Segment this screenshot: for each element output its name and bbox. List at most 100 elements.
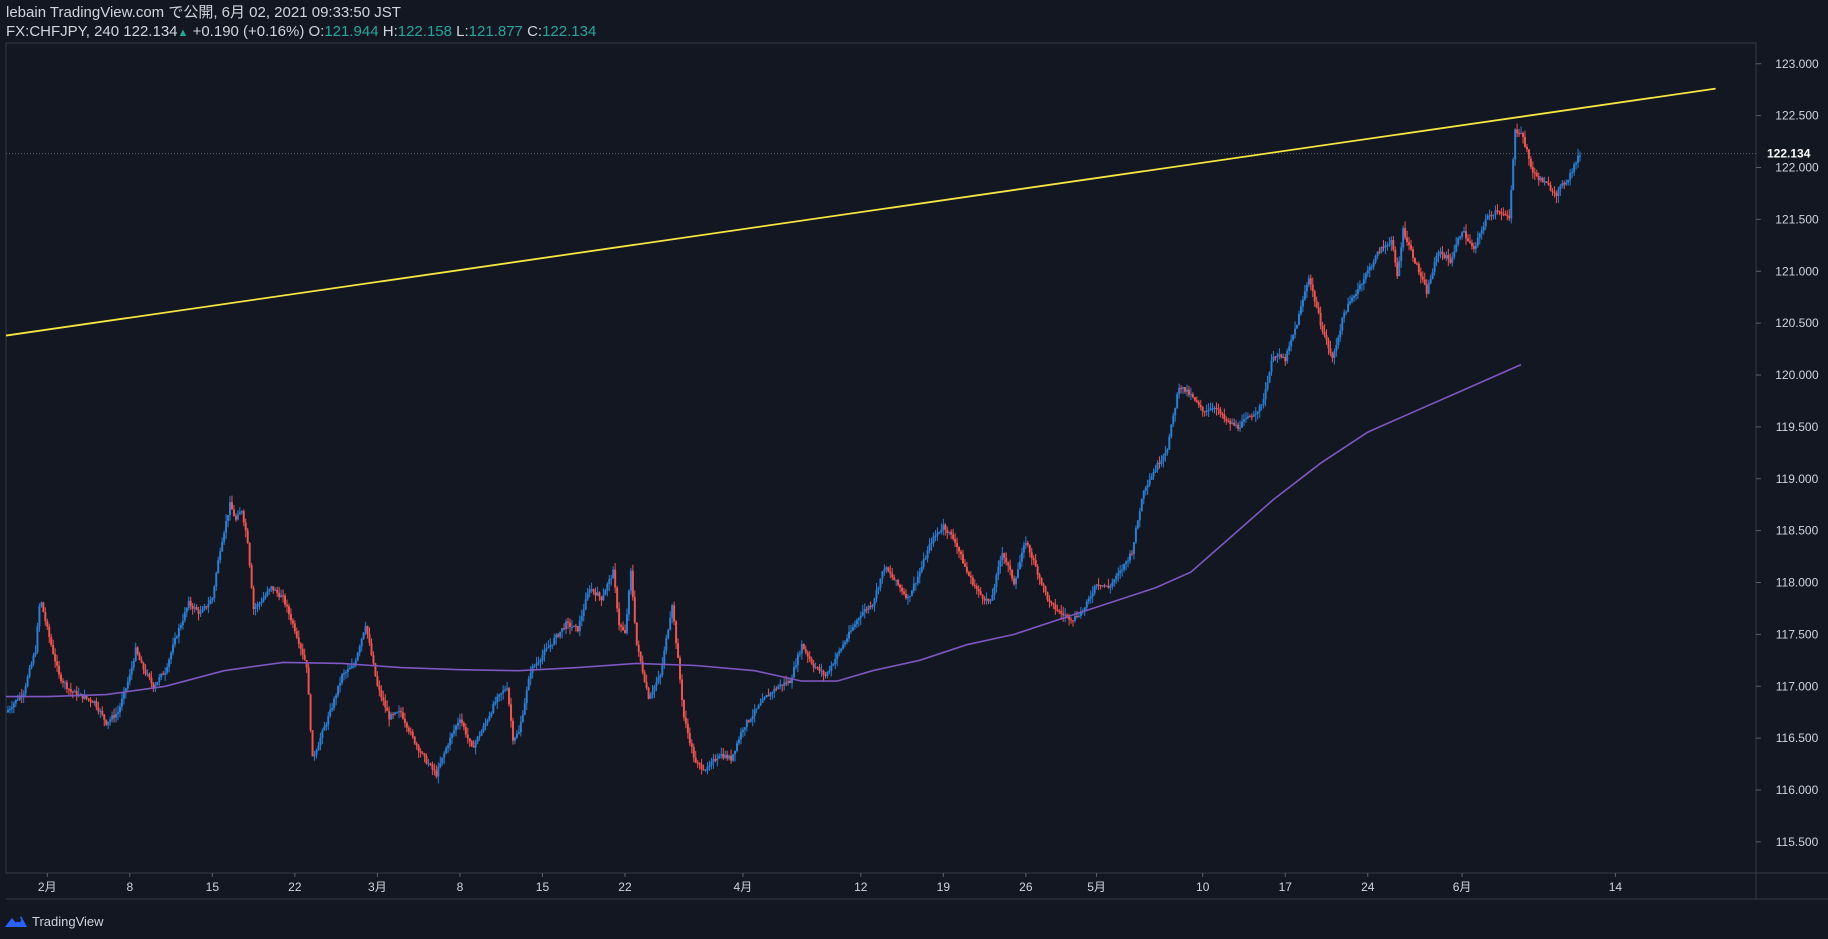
candle-body [1360,283,1363,285]
candle-body [103,714,106,720]
candle [625,608,628,635]
candle [354,657,357,668]
candle-body [175,636,178,639]
candle-body [942,524,945,530]
candle [706,762,709,775]
candle [653,684,656,699]
candle [848,625,851,643]
candle [659,673,662,685]
candle-body [67,688,70,690]
candle-body [588,589,591,594]
candle [482,722,485,734]
price-axis[interactable]: 123.000122.500122.000121.500121.000120.5… [1756,57,1819,849]
candle [924,555,927,561]
candle [1404,221,1407,240]
candle-body [1400,247,1403,261]
candle-body [1439,251,1442,253]
candle [299,642,302,656]
candle-body [219,551,222,561]
candle-body [490,712,493,717]
candle-body [264,595,267,599]
candle [1144,485,1147,496]
candle-body [539,660,542,663]
candle [1242,413,1245,426]
candle [859,611,862,626]
candle-body [193,607,196,609]
candle-body [789,680,792,684]
candle [352,662,355,669]
candle-body [547,647,550,649]
candle-body [1201,407,1204,412]
candle-body [853,624,856,627]
candle-body [653,686,656,692]
candle-body [1331,353,1334,358]
candle-body [1028,544,1031,553]
candle-body [1522,133,1525,138]
candle [87,697,90,702]
candle [504,685,507,693]
trendline[interactable] [5,87,1716,337]
candle [734,750,737,762]
candle [291,618,294,629]
candle [1044,585,1047,596]
close-label: C: [527,23,543,40]
candle [914,582,917,591]
candle [248,542,251,568]
candle-body [700,764,703,770]
candle-body [339,682,342,686]
candle-body [69,689,72,692]
candle [392,711,395,719]
candle-body [201,609,204,613]
candle-body [508,688,511,705]
candle [1018,554,1021,570]
candle-body [989,600,992,602]
candle-body [447,745,450,749]
candle-body [1207,410,1210,412]
candle-body [716,758,719,761]
candle-body [478,735,481,737]
candle-body [122,691,125,699]
candle [739,727,742,745]
candle-body [1427,283,1430,294]
candle-body [1421,276,1424,280]
candle-body [1009,565,1012,570]
candle-body [904,593,907,599]
candle-body [460,719,463,724]
candle [1026,540,1029,548]
candle-body [1215,408,1218,410]
candle-body [1276,355,1279,358]
candle [1215,402,1218,416]
symbol-label[interactable]: FX:CHFJPY, 240 [6,23,120,40]
candle [1113,578,1116,587]
candle-body [1158,462,1161,464]
candle-body [720,753,723,756]
candle-body [1520,133,1523,135]
candle [908,595,911,602]
candle-body [350,665,353,668]
candle [855,618,858,628]
candle [1523,130,1526,148]
candle [454,724,457,737]
candle-body [513,737,516,741]
candle [117,705,120,721]
candle-body [950,531,953,535]
candle-body [1209,408,1212,411]
candle [1266,375,1269,392]
candle [1459,235,1462,241]
candle [282,589,285,603]
candle-body [934,535,937,537]
time-axis[interactable]: 2月 8 15 22 3月 8 15 22 4月 12 19 26 5月 10 17 24 6月 14 [38,873,1622,894]
candle [604,588,607,596]
candle-body [1433,261,1436,273]
candle-body [614,569,617,588]
candle [757,703,760,710]
candle [663,646,666,670]
candle-body [1195,400,1198,403]
candle-body [1415,263,1418,265]
candle-body [1406,237,1409,243]
candle-body [1038,574,1041,578]
candle [425,753,428,765]
candle [437,762,440,784]
candle [1410,239,1413,252]
